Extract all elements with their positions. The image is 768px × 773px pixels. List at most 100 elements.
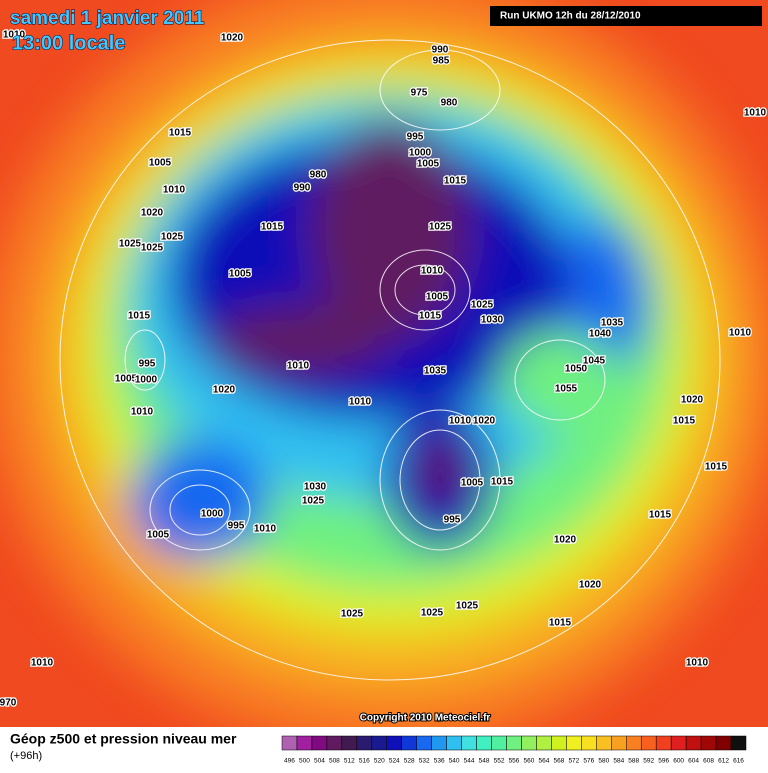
legend-label: 496 <box>284 758 295 765</box>
legend-swatch <box>401 735 417 751</box>
pressure-label: 995 <box>407 132 424 143</box>
legend-swatch <box>341 735 358 751</box>
pressure-label: 1010 <box>163 185 186 196</box>
pressure-label: 995 <box>444 515 461 526</box>
pressure-label: 1040 <box>589 329 612 340</box>
pressure-label: 1000 <box>135 375 158 386</box>
legend-swatch <box>715 735 732 751</box>
local-time: 13:00 locale <box>12 32 125 54</box>
pressure-label: 990 <box>294 183 311 194</box>
legend-swatch <box>416 735 432 751</box>
pressure-label: 1025 <box>456 601 479 612</box>
legend-swatch <box>386 735 402 751</box>
pressure-label: 1035 <box>424 366 447 377</box>
pressure-label: 1010 <box>686 658 709 669</box>
legend-swatch <box>476 735 492 751</box>
pressure-label: 1020 <box>681 395 704 406</box>
pressure-label: 1010 <box>3 30 26 41</box>
pressure-label: 980 <box>310 170 327 181</box>
pressure-label: 1015 <box>649 510 672 521</box>
legend-label: 560 <box>524 758 535 765</box>
legend-label: 512 <box>344 758 355 765</box>
legend-label: 528 <box>404 758 415 765</box>
pressure-label: 1025 <box>421 608 444 619</box>
legend: 496 500 504 508 512 516 520 524 528 532 536 540 544 5… <box>281 735 747 765</box>
legend-label: 556 <box>509 758 520 765</box>
pressure-label: 1025 <box>161 232 184 243</box>
legend-swatch <box>670 735 687 751</box>
footer-subtitle: (+96h) <box>10 750 42 762</box>
pressure-label: 1035 <box>601 318 624 329</box>
pressure-label: 1005 <box>417 159 440 170</box>
legend-label: 572 <box>568 758 579 765</box>
legend-label: 568 <box>553 758 564 765</box>
pressure-label: 1020 <box>579 580 602 591</box>
legend-swatch <box>431 735 447 751</box>
legend-swatch <box>356 735 373 751</box>
legend-label: 508 <box>329 758 340 765</box>
pressure-label: 1010 <box>449 416 472 427</box>
legend-label: 520 <box>374 758 385 765</box>
legend-swatch <box>581 735 597 751</box>
pressure-label: 1030 <box>481 315 504 326</box>
pressure-label: 1020 <box>554 535 577 546</box>
pressure-label: 1020 <box>141 208 164 219</box>
legend-swatch <box>611 735 627 751</box>
field <box>0 0 768 750</box>
legend-label: 532 <box>419 758 430 765</box>
legend-swatch <box>281 735 298 751</box>
run-info: Run UKMO 12h du 28/12/2010 <box>500 11 641 22</box>
legend-swatch <box>626 735 642 751</box>
pressure-label: 1015 <box>673 416 696 427</box>
pressure-label: 1015 <box>169 128 192 139</box>
legend-swatch <box>551 735 567 751</box>
legend-swatch <box>371 735 388 751</box>
pressure-labels: 1010 102099098597598010151005101098099099… <box>0 28 768 710</box>
pressure-label: 990 <box>432 45 449 56</box>
footer-title: Géop z500 et pression niveau mer <box>10 731 237 747</box>
legend-label: 540 <box>449 758 460 765</box>
pressure-label: 1050 <box>565 364 588 375</box>
pressure-label: 1025 <box>141 243 164 254</box>
pressure-label: 1010 <box>254 524 277 535</box>
legend-label: 592 <box>643 758 654 765</box>
pressure-label: 1045 <box>583 356 606 367</box>
legend-label: 604 <box>688 758 699 765</box>
legend-swatch <box>685 735 702 751</box>
pressure-label: 1015 <box>549 618 572 629</box>
pressure-label: 1025 <box>471 300 494 311</box>
pressure-label: 1025 <box>429 222 452 233</box>
pressure-label: 1005 <box>147 530 170 541</box>
legend-swatch <box>640 735 657 751</box>
pressure-label: 1010 <box>287 361 310 372</box>
pressure-label: 995 <box>228 521 245 532</box>
legend-label: 596 <box>658 758 669 765</box>
legend-swatch <box>700 735 717 751</box>
legend-swatch <box>730 735 747 751</box>
pressure-label: 985 <box>433 56 450 67</box>
legend-swatch <box>311 735 328 751</box>
legend-swatch <box>596 735 612 751</box>
legend-label: 608 <box>703 758 714 765</box>
legend-label: 536 <box>434 758 445 765</box>
legend-swatch <box>566 735 582 751</box>
legend-swatch <box>506 735 522 751</box>
legend-label: 584 <box>613 758 624 765</box>
pressure-label: 975 <box>411 88 428 99</box>
pressure-label: 1010 <box>31 658 54 669</box>
pressure-label: 1005 <box>426 292 449 303</box>
legend-label: 552 <box>494 758 505 765</box>
pressure-label: 1020 <box>213 385 236 396</box>
legend-label: 616 <box>733 758 744 765</box>
legend-label: 576 <box>583 758 594 765</box>
legend-label: 516 <box>359 758 370 765</box>
legend-swatch <box>655 735 672 751</box>
pressure-label: 1015 <box>261 222 284 233</box>
pressure-label: 1015 <box>128 311 151 322</box>
pressure-label: 1025 <box>302 496 325 507</box>
date: samedi 1 janvier 2011 <box>10 8 205 29</box>
pressure-label: 980 <box>441 98 458 109</box>
copyright: Copyright 2010 Meteociel.fr <box>360 713 491 724</box>
pressure-label: 1010 <box>744 108 767 119</box>
